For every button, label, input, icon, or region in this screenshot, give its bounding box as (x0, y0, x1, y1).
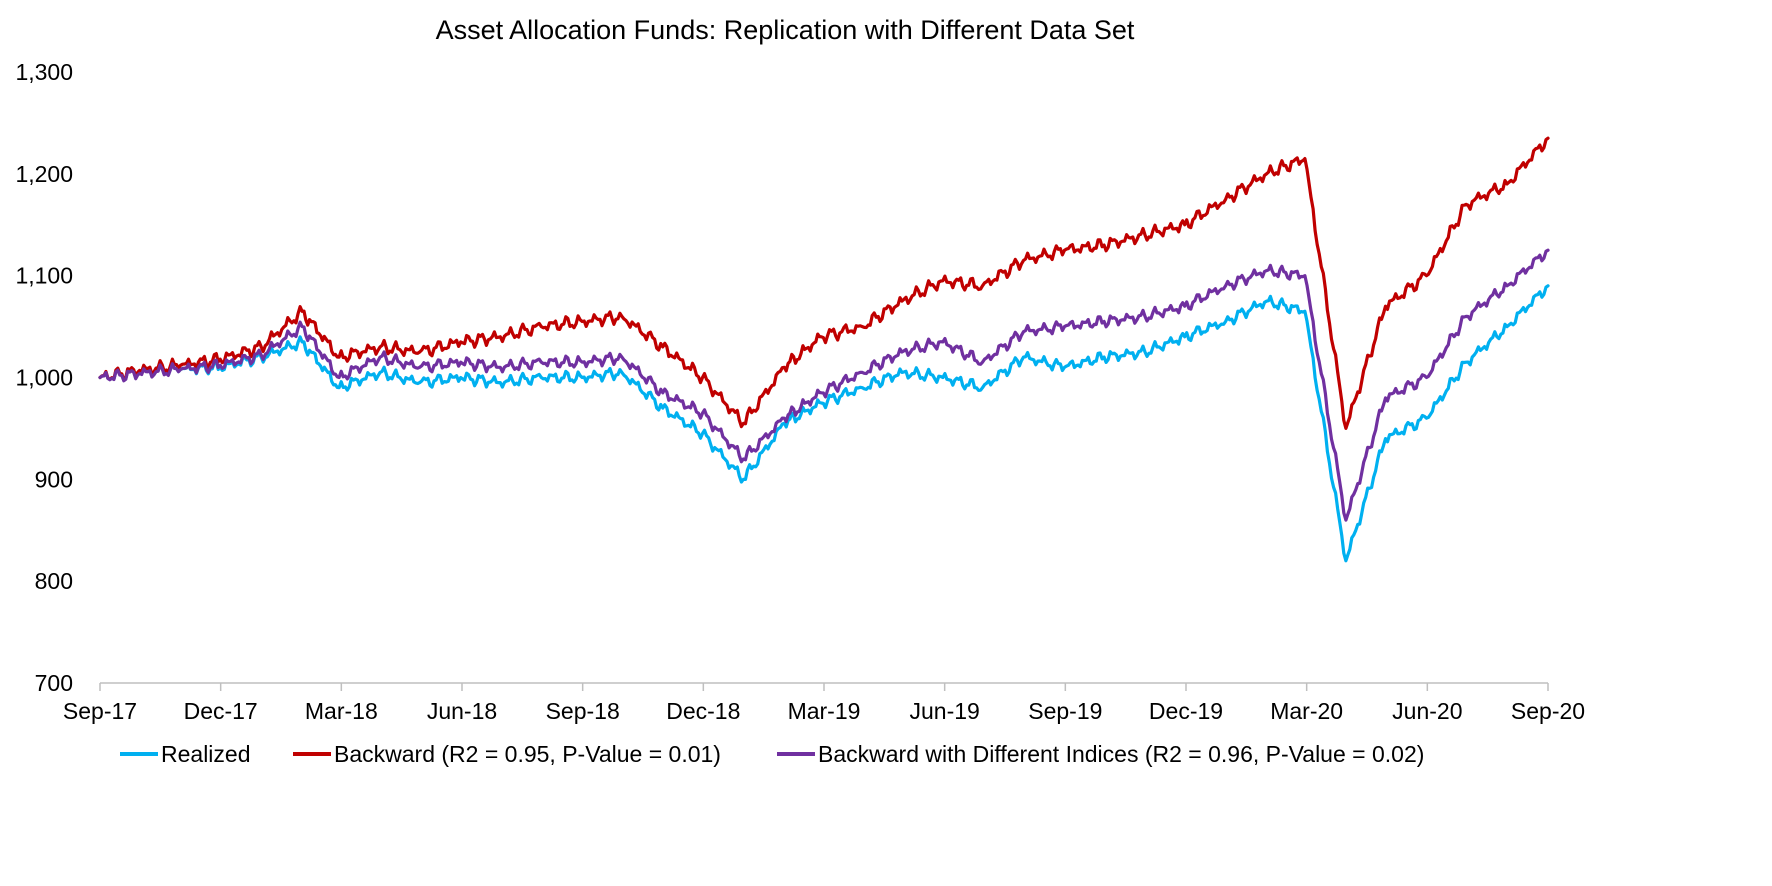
x-tick-label: Mar-18 (305, 698, 378, 724)
x-tick-label: Jun-18 (427, 698, 497, 724)
series-line-1 (98, 284, 1550, 563)
x-tick-label: Sep-19 (1028, 698, 1102, 724)
x-tick-label: Dec-19 (1149, 698, 1223, 724)
legend-label-2: Backward (R2 = 0.95, P-Value = 0.01) (334, 741, 721, 767)
x-tick-label: Dec-17 (184, 698, 258, 724)
series-line-2 (98, 136, 1550, 430)
y-tick-label: 900 (35, 466, 73, 492)
legend-label-3: Backward with Different Indices (R2 = 0.… (818, 741, 1424, 767)
x-tick-label: Dec-18 (666, 698, 740, 724)
x-tick-label: Jun-19 (910, 698, 980, 724)
x-tick-label: Sep-20 (1511, 698, 1585, 724)
x-tick-label: Mar-19 (788, 698, 861, 724)
y-tick-label: 700 (35, 670, 73, 696)
y-tick-label: 800 (35, 568, 73, 594)
series-line-3 (98, 248, 1550, 522)
y-tick-label: 1,200 (15, 161, 73, 187)
series-lines (98, 136, 1550, 563)
chart-title: Asset Allocation Funds: Replication with… (436, 15, 1135, 45)
x-tick-label: Sep-18 (546, 698, 620, 724)
y-axis-ticks: 700 800 900 1,000 1,100 1,200 1,300 (15, 59, 73, 696)
x-tick-label: Sep-17 (63, 698, 137, 724)
x-axis-ticks: Sep-17 Dec-17 Mar-18 Jun-18 Sep-18 Dec-18 Mar-… (63, 683, 1585, 724)
legend-label-1: Realized (161, 741, 251, 767)
x-tick-label: Mar-20 (1270, 698, 1343, 724)
y-tick-label: 1,000 (15, 365, 73, 391)
y-tick-label: 1,300 (15, 59, 73, 85)
legend: Realized Backward (R2 = 0.95, P-Value = 0… (120, 741, 1424, 767)
y-tick-label: 1,100 (15, 263, 73, 289)
x-tick-label: Jun-20 (1392, 698, 1462, 724)
